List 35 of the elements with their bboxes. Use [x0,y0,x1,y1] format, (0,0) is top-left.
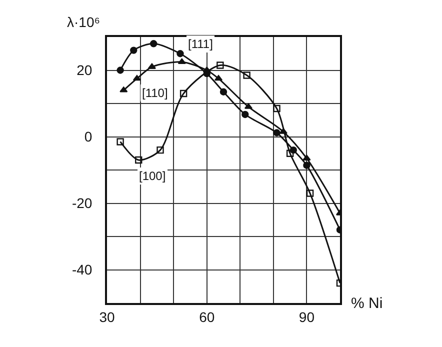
point [273,129,280,136]
point [116,138,124,146]
series-label: [111] [188,37,213,51]
y-axis-title: λ·10⁶ [67,14,100,30]
point [243,72,250,79]
point [303,162,310,169]
point [180,90,188,98]
point [286,150,294,157]
point [156,146,164,154]
point [214,74,223,81]
point [273,104,280,112]
point [130,46,138,54]
point [120,86,128,92]
point [216,62,224,69]
point [116,66,124,74]
y-tick-label: -40 [72,262,92,278]
point [132,74,142,81]
point [176,50,184,58]
y-tick-label: -20 [72,195,92,212]
x-axis-title: % Ni [351,295,383,312]
x-tick-label: 30 [99,308,115,325]
x-tick-label: 60 [199,308,215,325]
series-label: [110] [142,86,168,100]
series-label: [100] [139,169,166,183]
y-tick-label: 0 [84,128,92,145]
x-tick-label: 90 [298,308,315,325]
y-tick-label: 20 [76,62,92,78]
point [178,58,186,64]
point [306,190,314,197]
point [148,63,156,70]
point [150,40,158,48]
point [302,154,311,160]
point [242,110,249,118]
point [135,156,142,164]
point [220,88,228,96]
